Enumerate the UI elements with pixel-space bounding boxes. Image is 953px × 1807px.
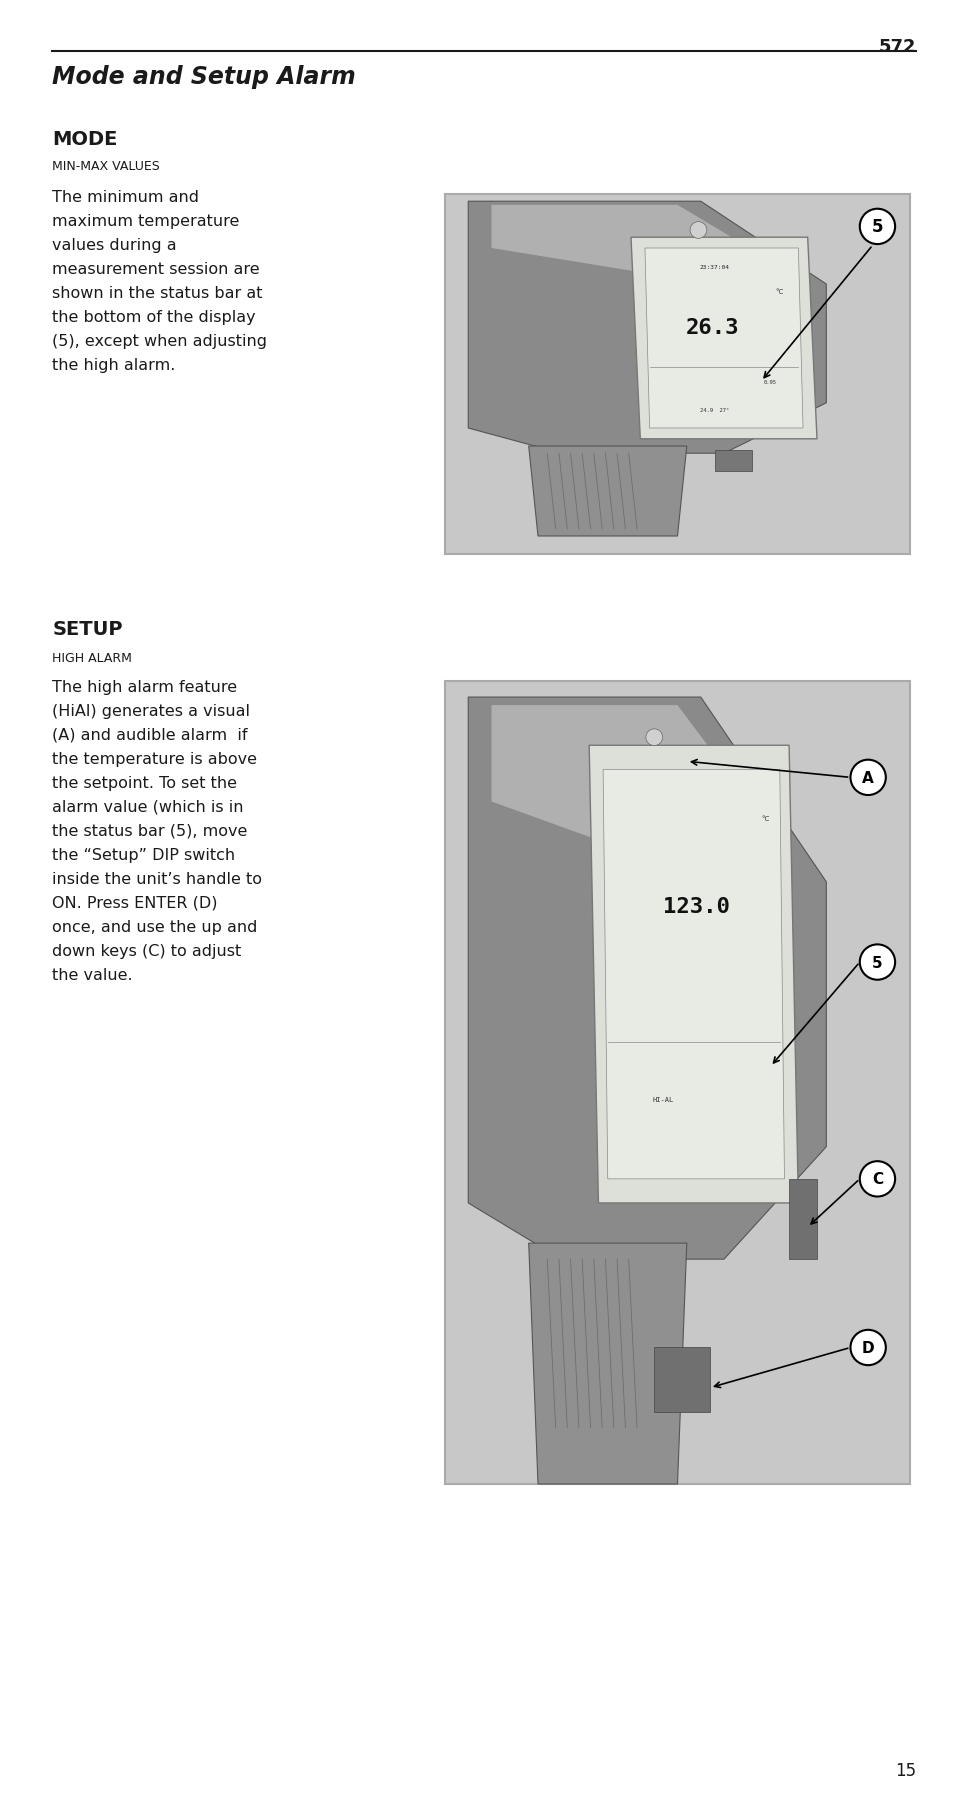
- Text: 0.95: 0.95: [763, 379, 776, 385]
- Text: HIGH ALARM: HIGH ALARM: [52, 652, 132, 665]
- Bar: [444, 195, 909, 555]
- Text: 5: 5: [871, 219, 882, 237]
- Polygon shape: [468, 698, 825, 1259]
- Text: HI-AL: HI-AL: [652, 1097, 674, 1102]
- Text: The high alarm feature
(HiAl) generates a visual
(A) and audible alarm  if
the t: The high alarm feature (HiAl) generates …: [52, 679, 262, 983]
- Bar: [444, 681, 909, 1484]
- Polygon shape: [528, 446, 686, 537]
- Polygon shape: [602, 770, 783, 1180]
- Text: MODE: MODE: [52, 130, 118, 148]
- Text: D: D: [861, 1341, 874, 1355]
- Text: C: C: [871, 1171, 882, 1187]
- Polygon shape: [491, 707, 779, 907]
- Polygon shape: [589, 746, 798, 1203]
- Text: The minimum and
maximum temperature
values during a
measurement session are
show: The minimum and maximum temperature valu…: [52, 190, 267, 372]
- Text: Mode and Setup Alarm: Mode and Setup Alarm: [52, 65, 355, 89]
- Circle shape: [859, 1162, 894, 1196]
- Text: 15: 15: [894, 1762, 915, 1780]
- Bar: [654, 1348, 709, 1411]
- Text: 123.0: 123.0: [662, 896, 729, 916]
- Bar: [714, 450, 751, 472]
- Circle shape: [689, 222, 706, 239]
- Text: 572: 572: [878, 38, 915, 56]
- Text: 24.9  27°: 24.9 27°: [700, 408, 728, 414]
- Text: MIN-MAX VALUES: MIN-MAX VALUES: [52, 159, 160, 173]
- Text: 26.3: 26.3: [685, 318, 739, 338]
- Bar: [788, 1180, 816, 1259]
- Text: °C: °C: [760, 815, 769, 820]
- Polygon shape: [491, 206, 779, 296]
- Circle shape: [645, 730, 662, 746]
- Polygon shape: [644, 249, 802, 428]
- Text: A: A: [862, 770, 873, 786]
- Text: SETUP: SETUP: [52, 620, 123, 638]
- Text: 5: 5: [871, 956, 882, 970]
- Text: °C: °C: [775, 289, 783, 295]
- Circle shape: [849, 1330, 885, 1366]
- Polygon shape: [528, 1243, 686, 1484]
- Polygon shape: [468, 202, 825, 454]
- Circle shape: [849, 761, 885, 795]
- Polygon shape: [630, 239, 816, 439]
- Text: 23:37:04: 23:37:04: [699, 264, 729, 269]
- Circle shape: [859, 945, 894, 979]
- Circle shape: [859, 210, 894, 246]
